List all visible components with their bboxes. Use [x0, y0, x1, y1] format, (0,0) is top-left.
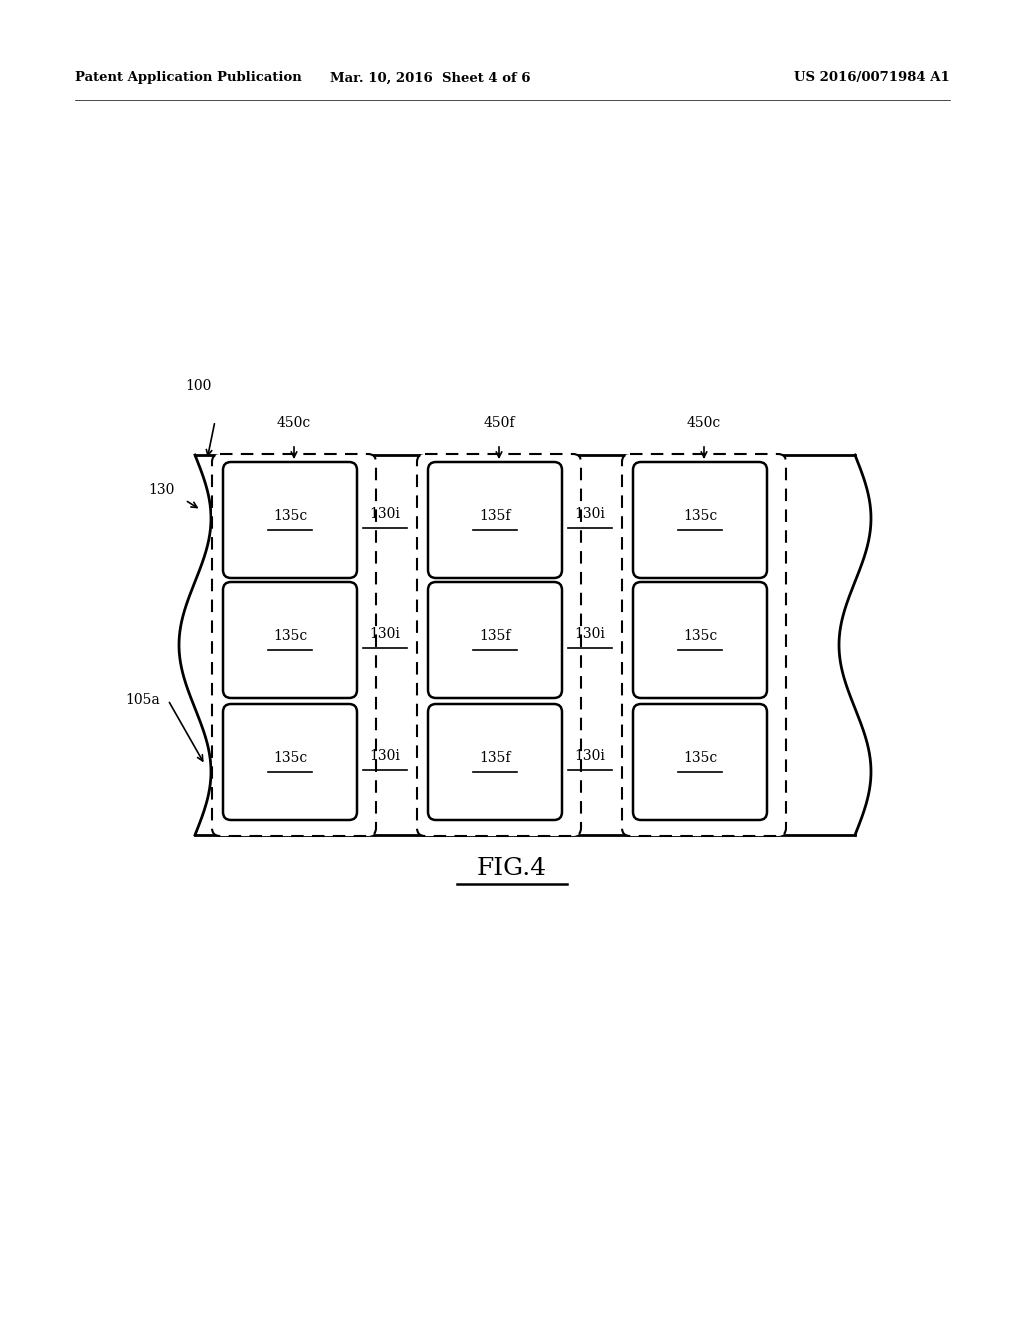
FancyBboxPatch shape — [428, 582, 562, 698]
Text: 135c: 135c — [683, 630, 717, 643]
Text: 130i: 130i — [574, 507, 605, 521]
Text: 135c: 135c — [272, 630, 307, 643]
Text: 130i: 130i — [370, 748, 400, 763]
FancyBboxPatch shape — [223, 462, 357, 578]
Text: 130: 130 — [148, 483, 175, 498]
Text: Patent Application Publication: Patent Application Publication — [75, 71, 302, 84]
FancyBboxPatch shape — [223, 582, 357, 698]
Text: Mar. 10, 2016  Sheet 4 of 6: Mar. 10, 2016 Sheet 4 of 6 — [330, 71, 530, 84]
Text: 135c: 135c — [683, 510, 717, 523]
Text: 450c: 450c — [687, 416, 721, 430]
Text: 135f: 135f — [479, 510, 511, 523]
FancyBboxPatch shape — [622, 454, 786, 836]
FancyBboxPatch shape — [633, 582, 767, 698]
Text: 450c: 450c — [276, 416, 311, 430]
FancyBboxPatch shape — [633, 462, 767, 578]
FancyBboxPatch shape — [417, 454, 581, 836]
FancyBboxPatch shape — [212, 454, 376, 836]
FancyBboxPatch shape — [223, 704, 357, 820]
Text: 135c: 135c — [272, 510, 307, 523]
FancyBboxPatch shape — [428, 704, 562, 820]
Text: 135f: 135f — [479, 630, 511, 643]
Text: 135c: 135c — [683, 751, 717, 766]
Text: 135c: 135c — [272, 751, 307, 766]
Text: US 2016/0071984 A1: US 2016/0071984 A1 — [795, 71, 950, 84]
Text: 130i: 130i — [574, 627, 605, 642]
FancyBboxPatch shape — [633, 704, 767, 820]
Text: 135f: 135f — [479, 751, 511, 766]
Text: 130i: 130i — [370, 627, 400, 642]
Text: 100: 100 — [185, 379, 211, 393]
Text: FIG.4: FIG.4 — [477, 857, 547, 880]
FancyBboxPatch shape — [428, 462, 562, 578]
Text: 105a: 105a — [125, 693, 160, 708]
Text: 130i: 130i — [370, 507, 400, 521]
Text: 130i: 130i — [574, 748, 605, 763]
Text: 450f: 450f — [483, 416, 515, 430]
